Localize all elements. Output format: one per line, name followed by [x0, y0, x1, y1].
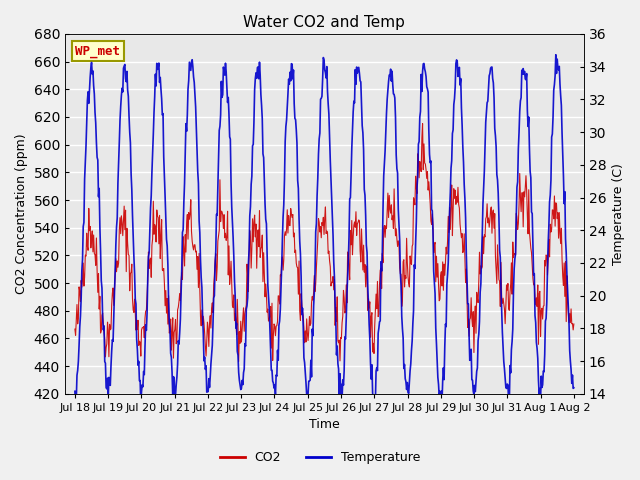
- Text: WP_met: WP_met: [76, 45, 120, 58]
- X-axis label: Time: Time: [309, 419, 340, 432]
- Title: Water CO2 and Temp: Water CO2 and Temp: [243, 15, 405, 30]
- Y-axis label: CO2 Concentration (ppm): CO2 Concentration (ppm): [15, 133, 28, 294]
- Legend: CO2, Temperature: CO2, Temperature: [214, 446, 426, 469]
- Y-axis label: Temperature (C): Temperature (C): [612, 163, 625, 265]
